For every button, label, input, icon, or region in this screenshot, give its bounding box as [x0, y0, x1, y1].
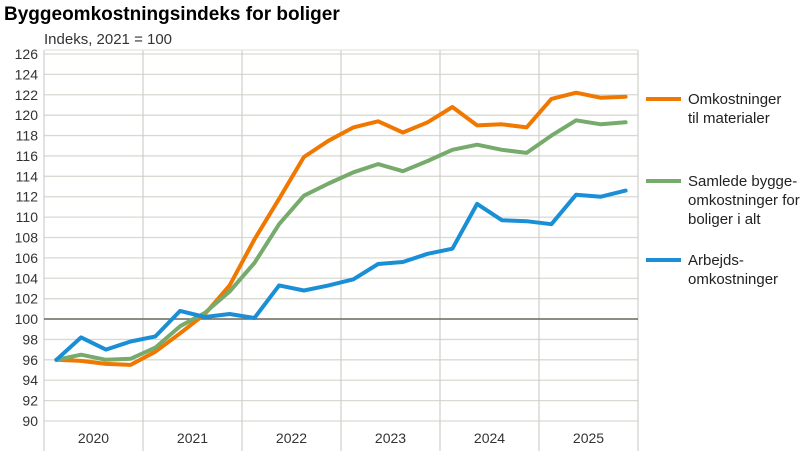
series-lines — [54, 90, 628, 367]
legend-label: omkostninger — [688, 271, 778, 288]
y-axis: 90 92 94 96 98 100 102 104 106 108 110 112 114 116 118… — [15, 46, 39, 429]
series-line-0 — [54, 90, 628, 367]
legend-label: Arbejds- — [688, 252, 744, 269]
x-tick-label: 2022 — [276, 430, 307, 446]
y-tick-label: 100 — [15, 311, 39, 327]
y-tick-label: 126 — [15, 46, 39, 62]
y-tick-label: 124 — [15, 66, 39, 82]
y-tick-label: 120 — [15, 107, 39, 123]
y-tick-label: 104 — [15, 270, 39, 286]
x-tick-label: 2024 — [474, 430, 505, 446]
legend-label: boliger i alt — [688, 211, 761, 228]
y-tick-label: 116 — [16, 148, 39, 164]
series-line-2 — [54, 188, 628, 362]
x-tick-label: 2023 — [375, 430, 406, 446]
y-tick-label: 98 — [22, 331, 38, 347]
x-tick-label: 2020 — [78, 430, 109, 446]
legend-label: omkostninger for — [688, 192, 800, 209]
x-tick-label: 2021 — [177, 430, 208, 446]
y-tick-label: 102 — [15, 291, 39, 307]
y-tick-label: 114 — [16, 168, 39, 184]
legend-label: Omkostninger — [688, 91, 781, 108]
y-tick-label: 122 — [15, 87, 39, 103]
x-axis: 2020 2021 2022 2023 2024 2025 — [78, 430, 604, 446]
legend-label: til materialer — [688, 110, 770, 127]
chart-subtitle: Indeks, 2021 = 100 — [44, 31, 172, 48]
y-tick-label: 106 — [15, 250, 39, 266]
y-tick-label: 110 — [16, 209, 39, 225]
y-tick-label: 96 — [22, 352, 38, 368]
y-tick-label: 108 — [15, 230, 39, 246]
y-tick-label: 92 — [22, 393, 38, 409]
legend-label: Samlede bygge- — [688, 173, 797, 190]
y-tick-label: 94 — [22, 372, 38, 388]
chart-title: Byggeomkostningsindeks for boliger — [4, 4, 340, 25]
series-line-1 — [54, 118, 628, 362]
x-tick-label: 2025 — [573, 430, 604, 446]
grid — [43, 49, 639, 451]
y-tick-label: 90 — [22, 413, 38, 429]
y-tick-label: 112 — [16, 189, 39, 205]
y-tick-label: 118 — [16, 128, 39, 144]
legend: Omkostninger til materialer Samlede bygge-… — [646, 91, 800, 288]
